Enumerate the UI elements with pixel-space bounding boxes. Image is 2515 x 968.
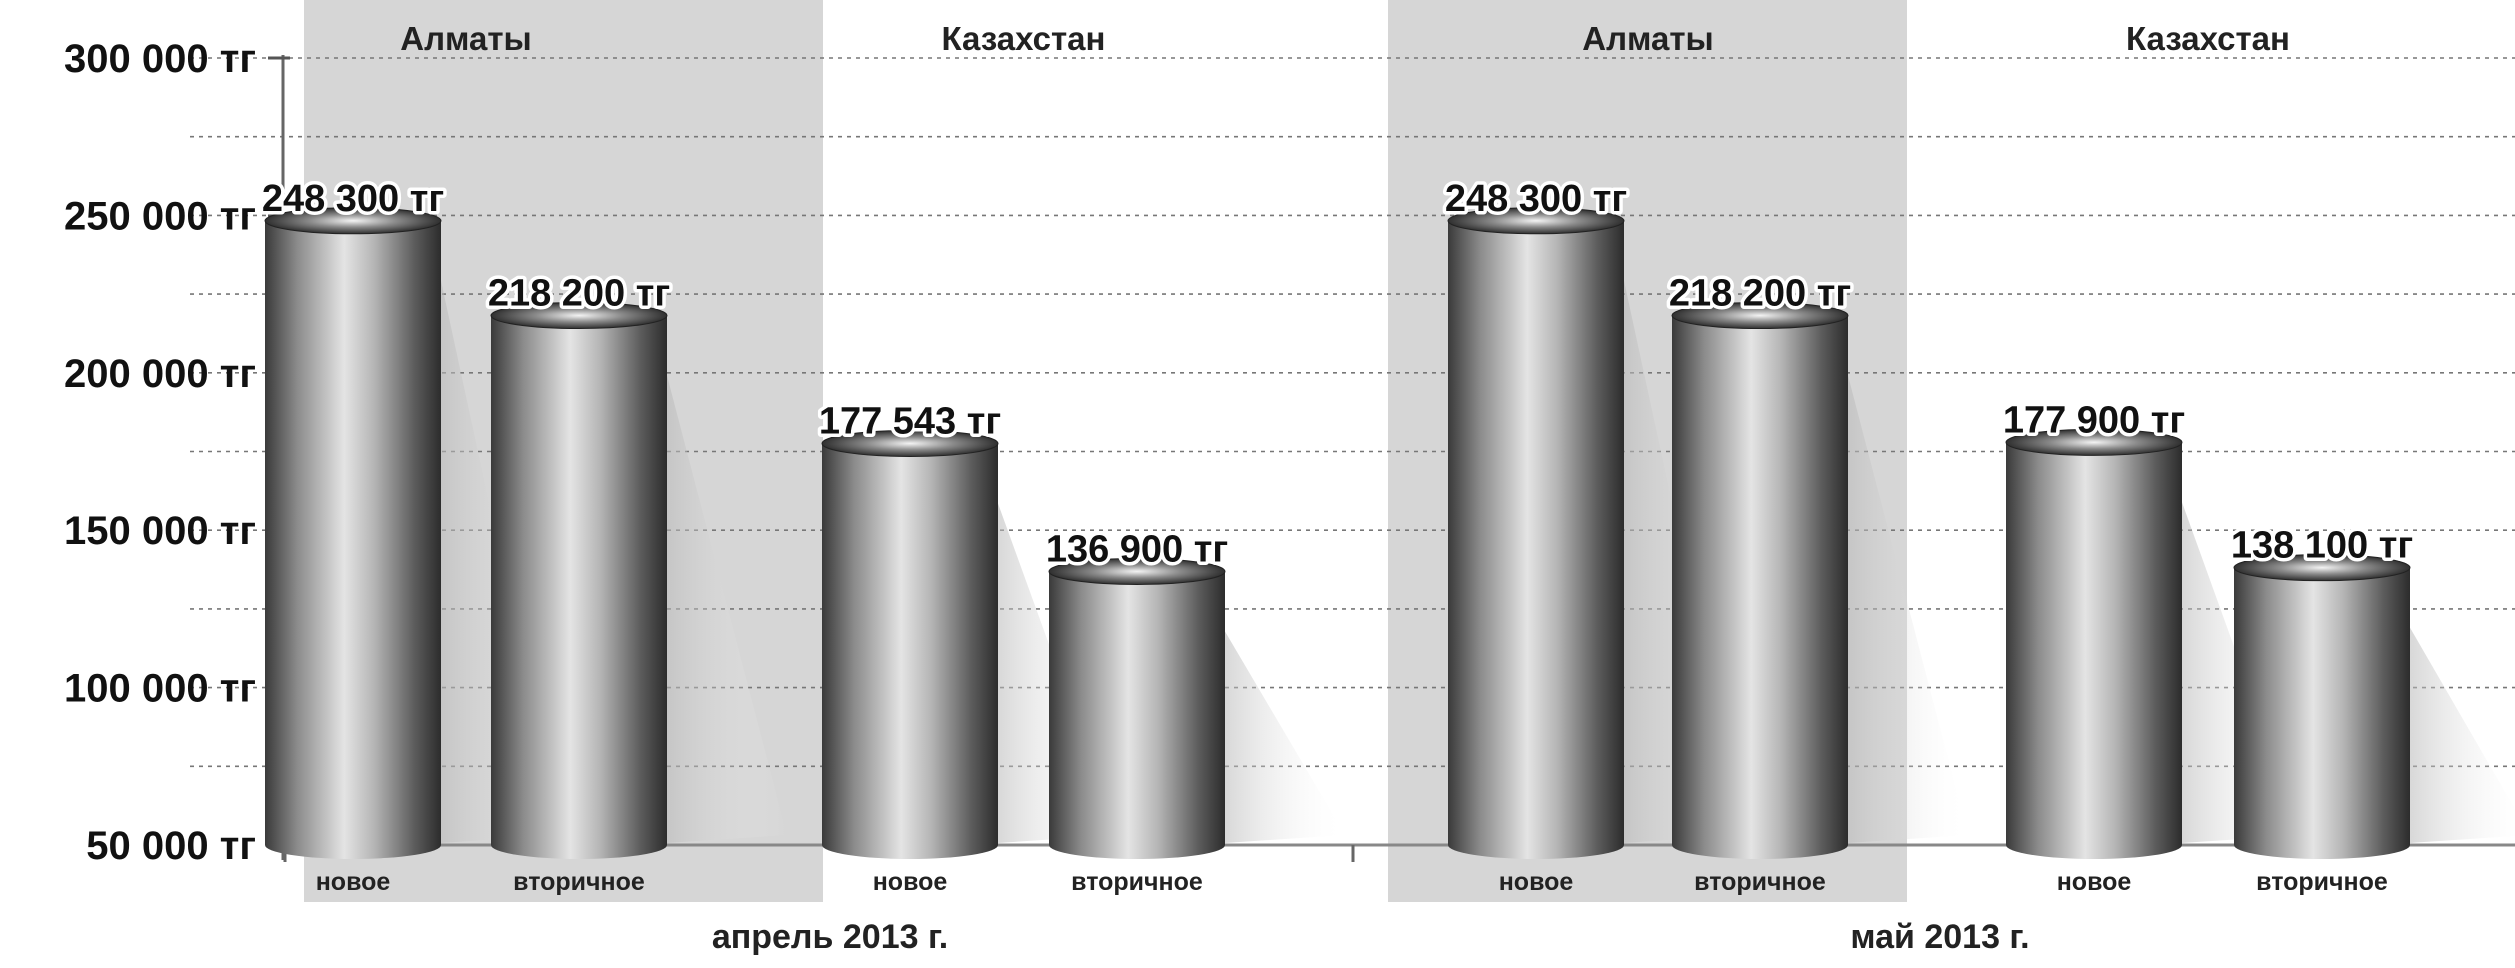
bar-top-cap [1671, 302, 1849, 330]
value-label: 248 300 тг [1445, 178, 1627, 220]
bars [264, 207, 2411, 860]
bar-top-cap [821, 429, 999, 457]
bar [2234, 567, 2410, 859]
value-label: 218 200 тг [1669, 273, 1851, 315]
bar-top-cap [1447, 207, 1625, 235]
bar-shadow [2410, 627, 2515, 843]
y-tick-label: 50 000 тг [86, 824, 256, 868]
bar-top-cap [2005, 428, 2183, 456]
bar [1672, 315, 1848, 859]
value-label: 136 900 тг [1046, 528, 1228, 570]
category-label: вторичное [2256, 868, 2388, 896]
labels: апрель 2013 г. Алматы 248 300 тг новое 218 2… [258, 20, 2416, 956]
value-label: 218 200 тг [488, 273, 670, 315]
category-label: новое [2057, 868, 2132, 896]
bar-top-cap [1048, 557, 1226, 585]
bar [822, 443, 998, 859]
region-label: Алматы [1582, 20, 1713, 57]
category-label: вторичное [513, 868, 645, 896]
value-label: 248 300 тг [262, 178, 444, 220]
bar-shadow [1848, 375, 1968, 843]
category-label: вторичное [1694, 868, 1826, 896]
value-label: 138 100 тг [2231, 525, 2413, 567]
bar [1448, 220, 1624, 860]
bar-shadow [667, 375, 787, 843]
y-tick-label: 250 000 тг [64, 194, 256, 238]
category-label: новое [873, 868, 948, 896]
y-tick-label: 100 000 тг [64, 667, 256, 711]
y-tick-label: 150 000 тг [64, 509, 256, 553]
bar [2006, 442, 2182, 859]
category-label: новое [316, 868, 391, 896]
period-label: апрель 2013 г. [712, 918, 948, 956]
region-label: Казахстан [2126, 20, 2290, 57]
y-tick-label: 300 000 тг [64, 37, 256, 81]
bar-top-cap [264, 207, 442, 235]
region-label: Алматы [400, 20, 531, 57]
period-label: май 2013 г. [1850, 918, 2029, 956]
bar [1049, 571, 1225, 859]
region-label: Казахстан [942, 20, 1106, 57]
bar-top-cap [490, 302, 668, 330]
value-label: 177 900 тг [2003, 399, 2185, 441]
y-tick-label: 200 000 тг [64, 352, 256, 396]
value-label: 177 543 тг [819, 400, 1001, 442]
category-label: новое [1499, 868, 1574, 896]
bar [265, 220, 441, 860]
bar-top-cap [2233, 554, 2411, 582]
bar-shadow [1225, 631, 1345, 843]
category-label: вторичное [1071, 868, 1203, 896]
bar [491, 315, 667, 859]
